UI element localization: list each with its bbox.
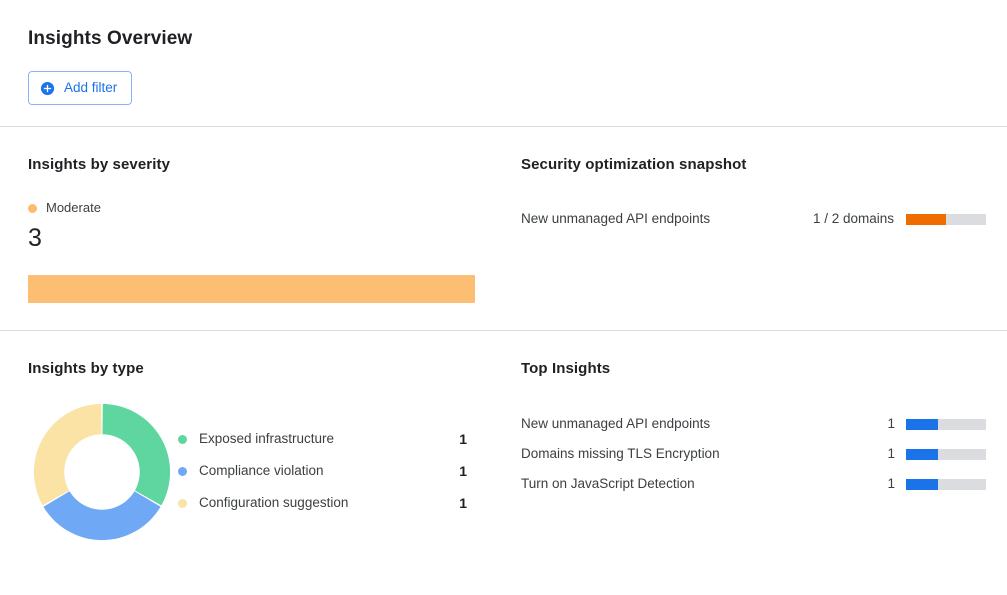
legend-label: Compliance violation xyxy=(199,463,324,478)
top-insight-count: 1 xyxy=(887,416,895,431)
legend-color-dot xyxy=(178,466,187,476)
top-insight-progress-bar xyxy=(906,478,986,490)
legend-count: 1 xyxy=(459,431,467,447)
insights-by-severity-title: Insights by severity xyxy=(28,156,171,173)
insights-by-severity-panel: Insights by severity Moderate 3 xyxy=(0,127,511,303)
severity-color-dot xyxy=(28,203,37,213)
top-insight-row[interactable]: New unmanaged API endpoints 1 xyxy=(521,409,986,439)
severity-label: Moderate xyxy=(46,200,101,215)
donut-segment xyxy=(33,403,102,506)
insights-by-type-legend: Exposed infrastructure 1 Compliance violat… xyxy=(178,395,483,551)
snapshot-row-count: 1 / 2 domains xyxy=(812,211,894,226)
severity-summary: Moderate 3 xyxy=(28,200,483,303)
filter-toolbar: Add filter xyxy=(28,71,979,105)
header-divider xyxy=(0,126,1007,127)
summary-section: Insights by severity Moderate 3 Security… xyxy=(0,127,1007,303)
legend-count: 1 xyxy=(459,495,467,511)
severity-bar xyxy=(28,275,475,303)
add-filter-button[interactable]: Add filter xyxy=(28,71,133,105)
legend-color-dot xyxy=(178,498,187,508)
donut-segment xyxy=(102,403,171,506)
progress-fill xyxy=(906,448,938,460)
snapshot-list: New unmanaged API endpoints 1 / 2 domains xyxy=(521,206,986,232)
legend-label: Configuration suggestion xyxy=(199,495,349,510)
donut-chart xyxy=(28,395,178,551)
insights-by-type-panel: Insights by type Exposed infrastructure 1… xyxy=(0,331,511,551)
progress-fill xyxy=(906,418,938,430)
page-header: Insights Overview Add filter xyxy=(0,0,1007,105)
top-insight-name: Turn on JavaScript Detection xyxy=(521,476,695,491)
top-insight-count: 1 xyxy=(887,476,895,491)
legend-label: Exposed infrastructure xyxy=(199,431,335,446)
snapshot-row-progress-bar xyxy=(906,213,986,225)
legend-count: 1 xyxy=(459,463,467,479)
progress-fill xyxy=(906,213,946,225)
add-filter-label: Add filter xyxy=(64,80,118,96)
top-insight-row[interactable]: Domains missing TLS Encryption 1 xyxy=(521,439,986,469)
top-insight-name: Domains missing TLS Encryption xyxy=(521,446,720,461)
severity-count: 3 xyxy=(28,224,42,252)
top-insight-row[interactable]: Turn on JavaScript Detection 1 xyxy=(521,469,986,499)
plus-circle-icon xyxy=(40,81,55,96)
legend-row: Configuration suggestion 1 xyxy=(178,487,483,519)
top-insights-panel: Top Insights New unmanaged API endpoints… xyxy=(511,331,1007,551)
progress-fill xyxy=(906,478,938,490)
snapshot-row-name: New unmanaged API endpoints xyxy=(521,211,711,226)
top-insights-list: New unmanaged API endpoints 1 Domains miss… xyxy=(521,409,986,499)
donut-chart-svg xyxy=(33,403,171,541)
security-optimization-snapshot-panel: Security optimization snapshot New unman… xyxy=(511,127,1007,303)
snapshot-row: New unmanaged API endpoints 1 / 2 domains xyxy=(521,206,986,232)
top-insight-count: 1 xyxy=(887,446,895,461)
legend-color-dot xyxy=(178,434,187,444)
severity-legend: Moderate xyxy=(28,200,483,216)
donut-segment xyxy=(43,491,161,541)
security-optimization-snapshot-title: Security optimization snapshot xyxy=(521,156,747,173)
top-insights-title: Top Insights xyxy=(521,360,611,377)
section-divider xyxy=(0,330,1007,331)
legend-row: Exposed infrastructure 1 xyxy=(178,423,483,455)
details-section: Insights by type Exposed infrastructure 1… xyxy=(0,331,1007,551)
page-title: Insights Overview xyxy=(28,28,193,49)
top-insight-progress-bar xyxy=(906,418,986,430)
top-insight-progress-bar xyxy=(906,448,986,460)
insights-by-type-body: Exposed infrastructure 1 Compliance violat… xyxy=(28,395,483,551)
top-insight-name: New unmanaged API endpoints xyxy=(521,416,711,431)
insights-by-type-title: Insights by type xyxy=(28,360,144,377)
legend-row: Compliance violation 1 xyxy=(178,455,483,487)
